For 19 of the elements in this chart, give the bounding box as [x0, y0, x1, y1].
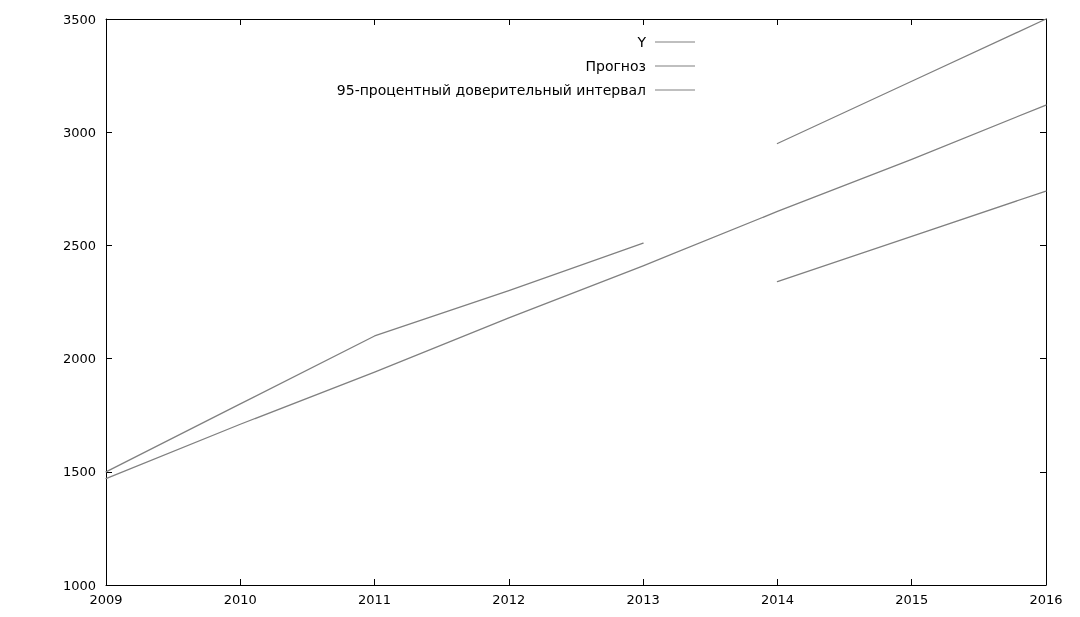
x-tick-label: 2014: [760, 592, 794, 607]
legend-label: 95-процентный доверительный интервал: [336, 82, 646, 98]
legend-label: Прогноз: [585, 58, 646, 74]
legend-label: Y: [636, 34, 647, 50]
y-tick-label: 1500: [62, 464, 96, 480]
x-tick-label: 2015: [895, 592, 929, 607]
y-tick-label: 2000: [62, 351, 96, 367]
x-tick-label: 2010: [223, 592, 257, 607]
y-tick-label: 3500: [62, 11, 96, 27]
line-series: [105, 242, 644, 473]
x-tick-label: 2016: [1029, 592, 1063, 607]
x-tick-label: 2012: [492, 592, 526, 607]
x-tick-label: 2013: [626, 592, 660, 607]
y-tick-label: 3000: [62, 124, 96, 140]
y-tick-label: 2500: [62, 237, 96, 253]
x-tick-label: 2009: [89, 592, 123, 607]
line-series: [105, 104, 1047, 480]
y-tick-label: 1000: [62, 577, 96, 593]
x-tick-label: 2011: [358, 592, 392, 607]
